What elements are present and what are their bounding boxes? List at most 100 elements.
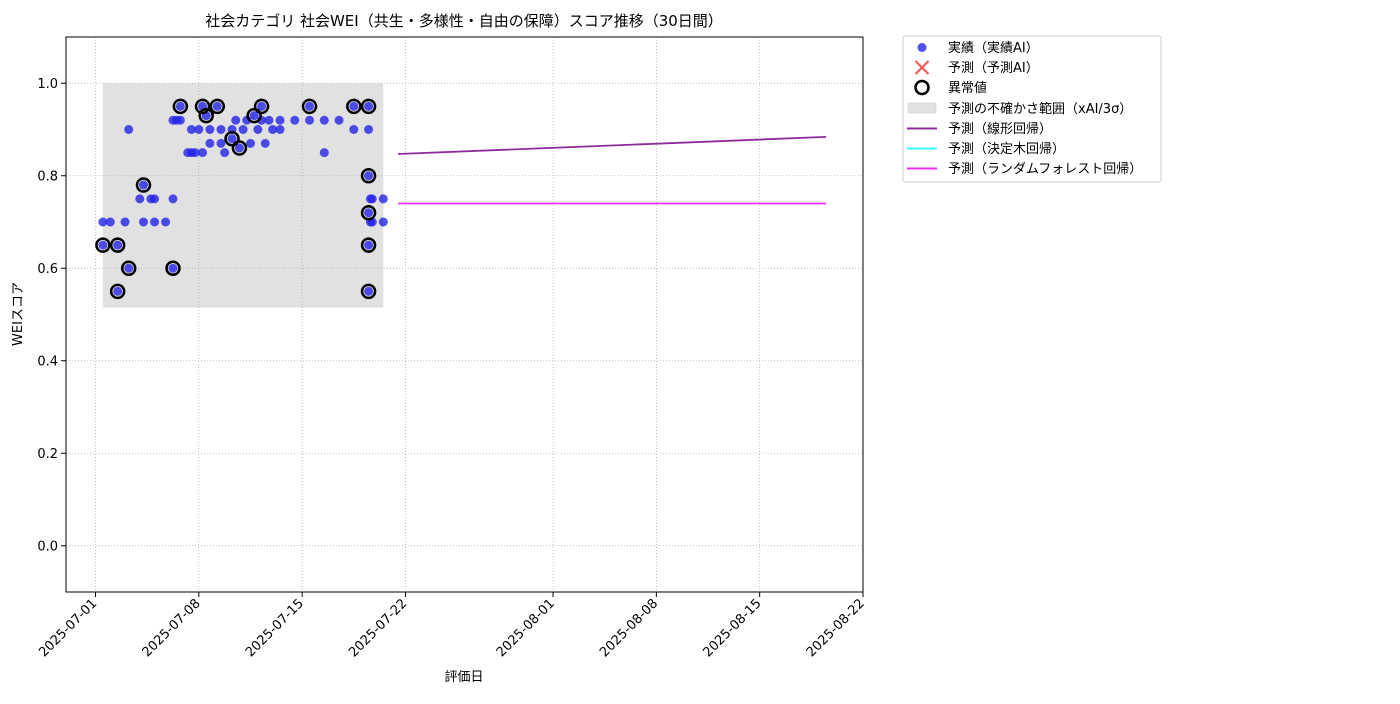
actual-point	[98, 217, 108, 227]
actual-point	[234, 143, 244, 153]
actual-point	[364, 125, 374, 134]
x-tick-label: 2025-08-01	[494, 596, 558, 660]
actual-point	[168, 194, 178, 204]
legend-frame	[902, 35, 1162, 183]
x-tick-label: 2025-07-22	[346, 596, 410, 660]
y-tick-label: 0.2	[37, 447, 58, 462]
actual-point	[220, 148, 230, 158]
actual-point	[194, 125, 204, 134]
actual-point	[260, 138, 270, 148]
actual-point	[378, 217, 388, 227]
y-tick-label: 0.4	[37, 354, 58, 369]
plot-frame	[65, 36, 864, 593]
actual-point	[238, 125, 248, 134]
actual-point	[216, 125, 226, 134]
actual-point	[138, 180, 148, 190]
actual-point	[198, 148, 208, 158]
anomaly-marker	[224, 131, 240, 147]
actual-point	[364, 286, 374, 296]
actual-point	[334, 115, 344, 125]
x-tick-label: 2025-08-15	[700, 596, 764, 660]
anomaly-marker	[360, 237, 377, 253]
actual-point	[378, 194, 388, 204]
y-axis-label: WEIスコア	[11, 282, 26, 346]
anomaly-marker	[253, 98, 270, 115]
actual-point	[305, 101, 315, 111]
x-tick-label: 2025-07-08	[140, 596, 204, 660]
legend: 実績（実績AI） 予測（予測AI） 異常値 予測の不確かさ範囲（xAI/3σ） …	[902, 35, 1162, 183]
chart-title: 社会カテゴリ 社会WEI（共生・多様性・自由の保障）スコア推移（30日間）	[205, 12, 723, 30]
anomaly-marker	[109, 283, 126, 300]
x-tick-label: 2025-07-15	[243, 596, 307, 660]
actual-point	[175, 101, 185, 111]
legend-label-forest: 予測（ランダムフォレスト回帰）	[948, 161, 1142, 177]
actual-point	[319, 115, 329, 125]
legend-marker-uncertainty	[907, 102, 937, 114]
actual-point	[212, 101, 222, 111]
anomaly-marker	[165, 260, 181, 276]
anomaly-marker	[209, 98, 226, 115]
anomaly-marker	[360, 168, 377, 184]
actual-point	[161, 217, 171, 227]
x-axis: 2025-07-01 2025-07-08 2025-07-15 2025-07-22…	[36, 592, 868, 660]
actual-point	[319, 148, 329, 158]
prediction-lines-layer	[398, 136, 827, 205]
actual-point	[205, 138, 215, 148]
legend-label-anomaly: 異常値	[948, 80, 987, 96]
actual-point	[150, 194, 160, 204]
actual-point	[175, 115, 185, 125]
actual-point	[138, 217, 148, 227]
anomaly-marker	[346, 98, 362, 115]
x-tick-label: 2025-08-22	[804, 596, 868, 660]
anomaly-marker	[135, 177, 152, 193]
actual-point	[120, 217, 130, 227]
legend-label-tree: 予測（決定木回帰）	[948, 141, 1065, 157]
legend-marker-anomaly	[914, 79, 930, 96]
actual-point	[190, 148, 200, 158]
x-axis-label: 評価日	[444, 670, 483, 685]
anomaly-marker	[109, 237, 126, 253]
legend-marker-predicted-ai	[914, 60, 930, 75]
actual-point	[253, 125, 263, 134]
anomaly-marker	[95, 237, 111, 253]
y-axis: 0.0 0.2 0.4 0.6 0.8 1.0	[37, 77, 66, 554]
actual-point	[275, 125, 285, 134]
actual-point	[257, 101, 267, 111]
actual-point	[168, 263, 178, 273]
actual-point	[113, 286, 123, 296]
anomaly-marker	[360, 283, 377, 300]
anomaly-marker	[172, 98, 189, 115]
linear-regression-line	[398, 136, 827, 155]
actual-point	[245, 138, 255, 148]
legend-label-predicted-ai: 予測（予測AI）	[948, 61, 1039, 76]
actual-point	[150, 217, 160, 227]
y-tick-label: 0.6	[37, 262, 58, 277]
legend-marker-actual	[917, 43, 927, 52]
actual-point	[205, 125, 215, 134]
actual-point	[98, 240, 108, 250]
anomaly-marker	[194, 98, 211, 115]
legend-label-linear: 予測（線形回帰）	[948, 121, 1052, 137]
anomaly-marker	[301, 98, 318, 115]
actual-point	[275, 115, 285, 125]
anomaly-marker	[246, 107, 262, 124]
y-tick-label: 0.0	[37, 539, 58, 554]
actual-point	[186, 125, 196, 134]
actual-point	[364, 208, 374, 218]
actual-point	[249, 111, 259, 121]
anomaly-markers-layer	[95, 98, 377, 300]
actual-point	[290, 115, 300, 125]
actual-point	[216, 138, 226, 148]
anomaly-marker	[120, 260, 137, 276]
x-tick-label: 2025-07-01	[36, 596, 100, 660]
actual-point	[105, 217, 115, 227]
actual-point	[364, 171, 374, 181]
legend-label-actual: 実績（実績AI）	[948, 40, 1039, 56]
actual-point	[135, 194, 145, 204]
actual-point	[264, 115, 274, 125]
legend-label-uncertainty: 予測の不確かさ範囲（xAI/3σ）	[948, 101, 1132, 117]
actual-point	[113, 240, 123, 250]
anomaly-marker	[360, 98, 377, 115]
actual-point	[305, 115, 315, 125]
